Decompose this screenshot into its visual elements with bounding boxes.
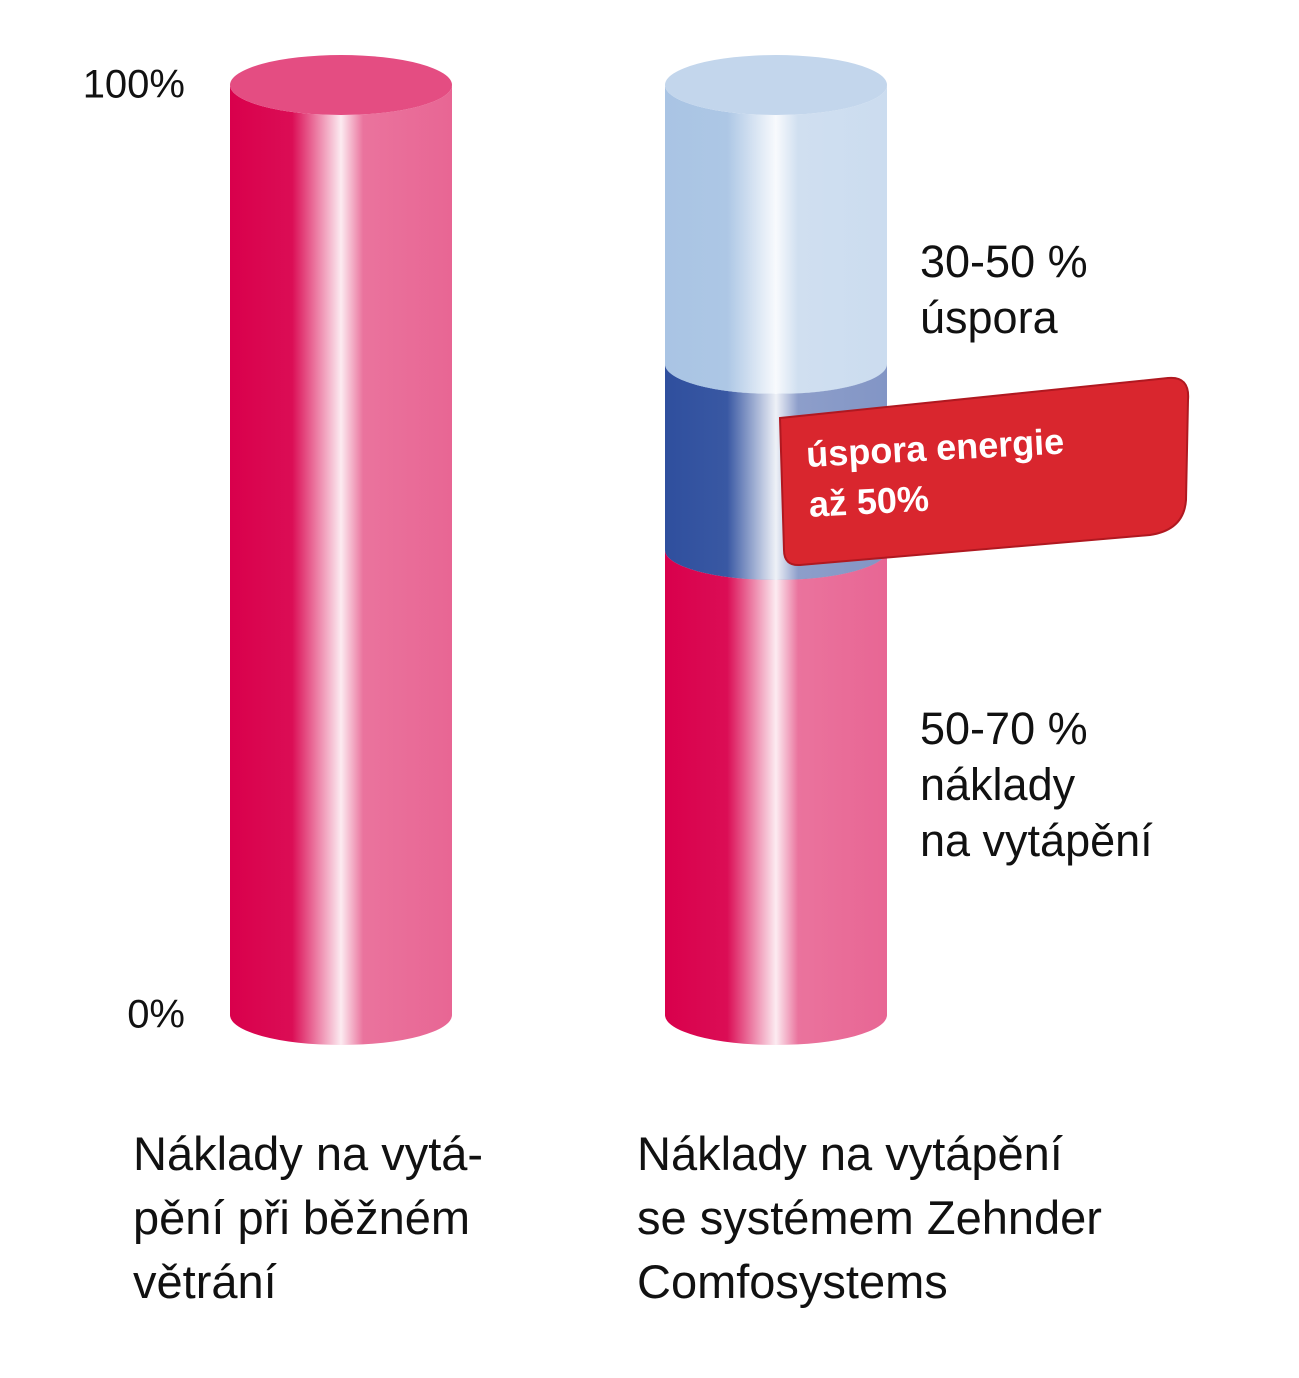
cylinder-segment [665, 85, 887, 394]
segment-label: 50-70 % náklady na vytápění [920, 703, 1153, 866]
y-tick-label: 100% [82, 62, 185, 107]
badge [778, 376, 1190, 567]
category-label: Náklady na vytápění se systémem Zehnder … [637, 1127, 1102, 1308]
category-label: Náklady na vytá- pění při běžném větrání [133, 1127, 484, 1308]
cylinder-top [230, 55, 452, 115]
segment-label: 30-50 % úspora [920, 236, 1088, 343]
y-tick-label: 0% [127, 992, 185, 1037]
cylinder-top [665, 55, 887, 115]
cylinder-segment [230, 85, 452, 1045]
cylinder-segment [665, 550, 887, 1045]
badge-text: úspora energie až 50% [805, 420, 1066, 525]
